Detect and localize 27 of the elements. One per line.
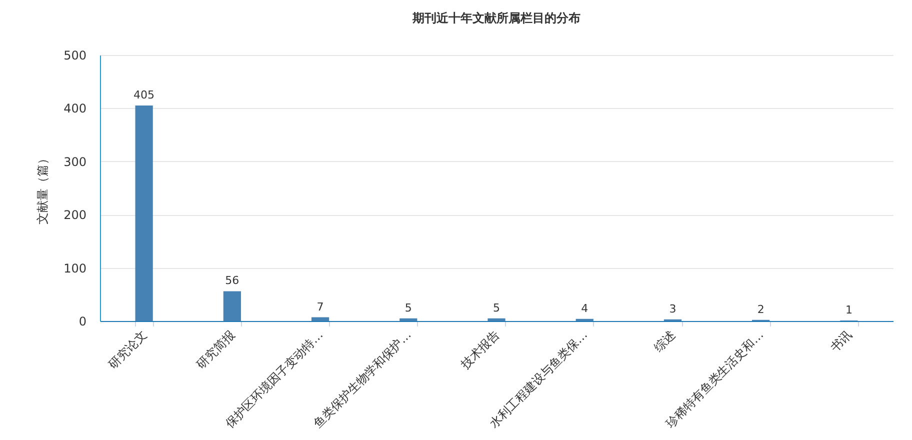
data-label: 1	[845, 303, 852, 316]
data-label: 3	[669, 302, 676, 316]
data-label: 5	[493, 301, 500, 314]
y-tick-label: 0	[78, 314, 86, 328]
data-label: 2	[757, 302, 764, 316]
x-tick-label: 技术报告	[457, 328, 502, 372]
bar	[311, 317, 330, 321]
bar	[400, 318, 418, 321]
y-tick-label: 100	[64, 261, 86, 276]
x-tick-label: 研究简报	[194, 328, 238, 372]
y-tick-label: 200	[64, 208, 86, 222]
y-tick-label: 300	[64, 154, 86, 169]
data-label: 4	[581, 302, 588, 315]
y-tick-label: 500	[64, 48, 86, 62]
x-tick-label: 研究论文	[106, 328, 150, 372]
x-tick-label: 综述	[651, 328, 678, 354]
x-tick-label: 书讯	[828, 328, 854, 354]
y-tick-label: 400	[64, 102, 86, 116]
bar	[223, 291, 241, 321]
bar	[135, 106, 153, 321]
data-label: 56	[225, 274, 240, 288]
bar	[488, 318, 506, 321]
y-axis-title: 文献量（篇）	[36, 152, 50, 224]
data-label: 5	[404, 301, 412, 314]
data-label: 405	[134, 88, 155, 102]
chart-title: 期刊近十年文献所属栏目的分布	[412, 11, 580, 25]
data-label: 7	[316, 300, 324, 314]
